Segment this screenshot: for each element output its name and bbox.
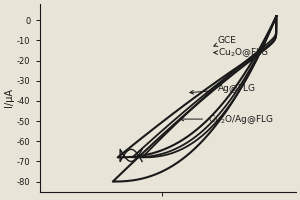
Text: Cu$_2$O/Ag@FLG: Cu$_2$O/Ag@FLG [180,113,274,126]
Text: Ag@FLG: Ag@FLG [190,84,256,94]
Text: Cu$_2$O@FLG: Cu$_2$O@FLG [214,46,268,59]
Y-axis label: I/μA: I/μA [4,88,14,107]
Text: GCE: GCE [214,36,237,46]
